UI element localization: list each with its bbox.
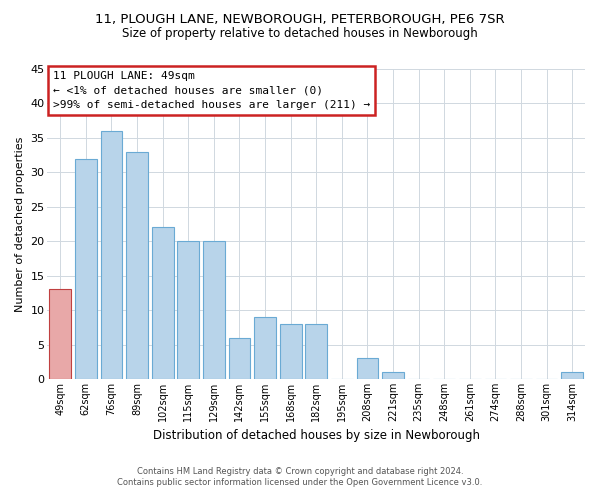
- Text: Contains public sector information licensed under the Open Government Licence v3: Contains public sector information licen…: [118, 478, 482, 487]
- Bar: [152, 228, 173, 379]
- Bar: [49, 290, 71, 379]
- Bar: [280, 324, 302, 379]
- Text: 11, PLOUGH LANE, NEWBOROUGH, PETERBOROUGH, PE6 7SR: 11, PLOUGH LANE, NEWBOROUGH, PETERBOROUG…: [95, 12, 505, 26]
- Bar: [382, 372, 404, 379]
- Bar: [562, 372, 583, 379]
- Y-axis label: Number of detached properties: Number of detached properties: [15, 136, 25, 312]
- Text: Contains HM Land Registry data © Crown copyright and database right 2024.: Contains HM Land Registry data © Crown c…: [137, 467, 463, 476]
- Bar: [356, 358, 379, 379]
- X-axis label: Distribution of detached houses by size in Newborough: Distribution of detached houses by size …: [153, 430, 480, 442]
- Bar: [126, 152, 148, 379]
- Bar: [254, 317, 276, 379]
- Bar: [178, 241, 199, 379]
- Bar: [229, 338, 250, 379]
- Bar: [305, 324, 327, 379]
- Bar: [75, 158, 97, 379]
- Bar: [203, 241, 225, 379]
- Text: Size of property relative to detached houses in Newborough: Size of property relative to detached ho…: [122, 28, 478, 40]
- Bar: [101, 131, 122, 379]
- Text: 11 PLOUGH LANE: 49sqm
← <1% of detached houses are smaller (0)
>99% of semi-deta: 11 PLOUGH LANE: 49sqm ← <1% of detached …: [53, 70, 370, 110]
